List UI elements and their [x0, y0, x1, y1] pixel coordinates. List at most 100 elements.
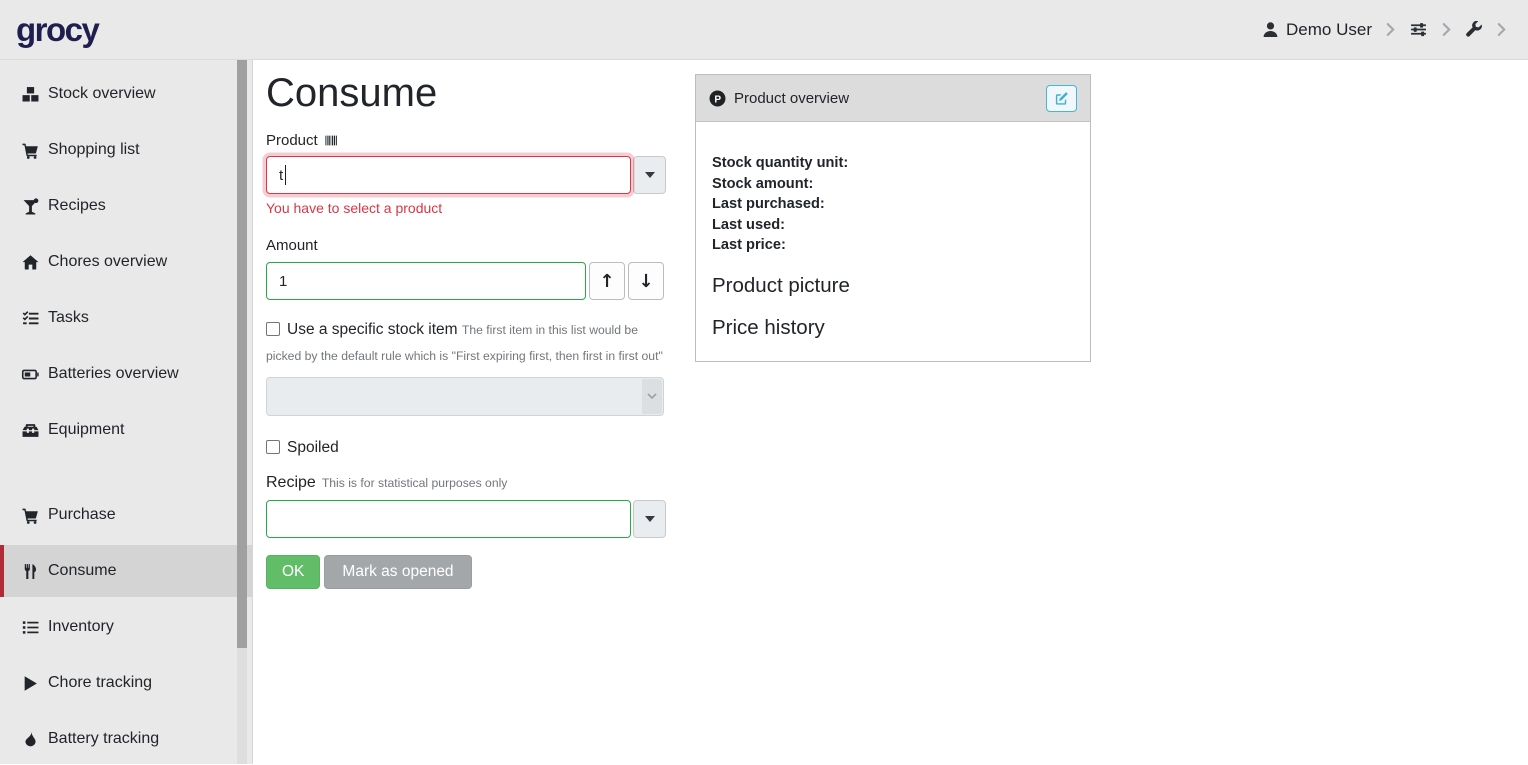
battery-icon [21, 369, 39, 379]
mark-as-opened-button[interactable]: Mark as opened [324, 555, 472, 589]
chevron-down-icon [647, 393, 657, 400]
sidebar-item-shopping-list[interactable]: Shopping list [0, 124, 252, 176]
sidebar-scrollbar-track[interactable] [237, 60, 247, 764]
sidebar-item-batteries-overview[interactable]: Batteries overview [0, 348, 252, 400]
amount-input[interactable] [266, 262, 586, 300]
boxes-icon [22, 86, 39, 102]
sidebar-item-label: Batteries overview [48, 365, 179, 382]
sidebar-item-label: Shopping list [48, 141, 140, 158]
recipe-hint: This is for statistical purposes only [321, 476, 508, 490]
chevron-right-icon [1497, 23, 1506, 36]
stat-label: Last used: [712, 216, 785, 233]
product-input[interactable] [266, 156, 631, 194]
sidebar-item-label: Stock overview [48, 85, 156, 102]
chevron-right-icon [1442, 23, 1451, 36]
sidebar-item-stock-overview[interactable]: Stock overview [0, 68, 252, 120]
barcode-icon [325, 135, 337, 146]
settings-menu[interactable] [1409, 21, 1428, 38]
toolbox-icon [22, 423, 39, 437]
arrow-down-icon: ↓ [638, 270, 654, 292]
flame-icon [25, 731, 36, 746]
product-circle-icon: P [709, 90, 726, 106]
amount-stepper: ↑ ↓ [266, 262, 666, 300]
select-scroll-zone [642, 379, 662, 414]
spoiled-row: Spoiled [266, 435, 666, 461]
sidebar-item-recipes[interactable]: Recipes [0, 180, 252, 232]
sidebar-item-label: Tasks [48, 309, 89, 326]
sidebar-scrollbar-thumb[interactable] [237, 60, 247, 648]
sidebar-item-inventory[interactable]: Inventory [0, 601, 252, 653]
svg-text:P: P [714, 94, 721, 105]
sidebar-item-label: Equipment [48, 421, 125, 438]
caret-down-icon [644, 516, 655, 522]
home-icon [22, 254, 39, 270]
stat-label: Last purchased: [712, 196, 825, 212]
sidebar-item-label: Consume [48, 562, 117, 579]
user-menu[interactable]: Demo User [1262, 20, 1372, 40]
product-picture-heading: Product picture [712, 273, 850, 297]
sidebar-item-label: Recipes [48, 197, 106, 214]
sidebar-item-tasks[interactable]: Tasks [0, 292, 252, 344]
user-icon [1263, 22, 1278, 37]
product-overview-body: Stock quantity unit: Stock amount: Last … [696, 122, 1090, 354]
spoiled-label: Spoiled [287, 439, 339, 456]
sidebar-item-chores-overview[interactable]: Chores overview [0, 236, 252, 288]
user-menu-label: Demo User [1286, 19, 1372, 39]
sliders-icon [1411, 23, 1426, 37]
product-combobox [266, 156, 666, 194]
tasks-icon [22, 310, 39, 324]
recipe-input[interactable] [266, 500, 631, 538]
product-overview-header: P Product overview [696, 75, 1090, 122]
edit-product-button[interactable] [1046, 84, 1077, 112]
sidebar-group-stock-actions: Purchase Consume Inventory Chore trackin… [0, 481, 252, 765]
navbar-menus: Demo User [1262, 20, 1506, 40]
recipe-combobox [266, 500, 666, 538]
product-overview-card: P Product overview Stock quantity unit: … [695, 74, 1091, 362]
spoiled-checkbox[interactable] [266, 440, 280, 454]
sidebar: Stock overview Shopping list Recipes Cho… [0, 60, 253, 764]
shopping-cart-icon [22, 143, 38, 159]
product-label-row: Product [266, 132, 666, 149]
form-actions: OK Mark as opened [266, 555, 666, 589]
stat-label: Stock quantity unit: [712, 155, 849, 171]
cocktail-icon [23, 197, 39, 214]
price-history-heading: Price history [712, 315, 825, 339]
amount-decrease-button[interactable]: ↓ [628, 262, 664, 300]
amount-label: Amount [266, 237, 318, 254]
consume-form: Consume Product You have to select a pro… [266, 60, 666, 589]
admin-menu[interactable] [1465, 21, 1483, 38]
amount-label-row: Amount [266, 237, 666, 254]
stock-item-select [266, 377, 664, 416]
specific-stock-item-hint: The first item in this list would be pic… [266, 323, 663, 363]
top-navbar: grocy Demo User [0, 0, 1528, 60]
recipe-label-row: Recipe This is for statistical purposes … [266, 474, 666, 492]
sidebar-item-purchase[interactable]: Purchase [0, 489, 252, 541]
chevron-right-icon [1386, 23, 1395, 36]
sidebar-item-equipment[interactable]: Equipment [0, 404, 252, 456]
product-label: Product [266, 132, 318, 149]
sidebar-item-consume[interactable]: Consume [0, 545, 252, 597]
sidebar-item-label: Inventory [48, 618, 114, 635]
caret-down-icon [644, 172, 655, 178]
stat-label: Last price: [712, 237, 786, 253]
list-icon [22, 620, 39, 634]
sidebar-item-label: Chores overview [48, 253, 168, 270]
recipe-dropdown-button[interactable] [633, 500, 666, 538]
stat-label: Stock amount: [712, 175, 814, 192]
sidebar-item-battery-tracking[interactable]: Battery tracking [0, 713, 252, 765]
edit-icon [1055, 91, 1068, 105]
wrench-icon [1466, 21, 1482, 37]
specific-stock-item-checkbox[interactable] [266, 322, 280, 336]
sidebar-item-chore-tracking[interactable]: Chore tracking [0, 657, 252, 709]
ok-button[interactable]: OK [266, 555, 321, 589]
specific-stock-item-row: Use a specific stock item The first item… [266, 317, 666, 369]
text-cursor [285, 165, 286, 185]
arrow-up-icon: ↑ [599, 270, 615, 292]
main-content: Consume Product You have to select a pro… [254, 60, 1528, 764]
amount-increase-button[interactable]: ↑ [589, 262, 625, 300]
shopping-cart-icon [22, 508, 38, 524]
grocy-logo[interactable]: grocy [16, 10, 100, 48]
page-title: Consume [266, 71, 438, 115]
product-dropdown-button[interactable] [633, 156, 666, 194]
sidebar-group-overview: Stock overview Shopping list Recipes Cho… [0, 60, 252, 456]
